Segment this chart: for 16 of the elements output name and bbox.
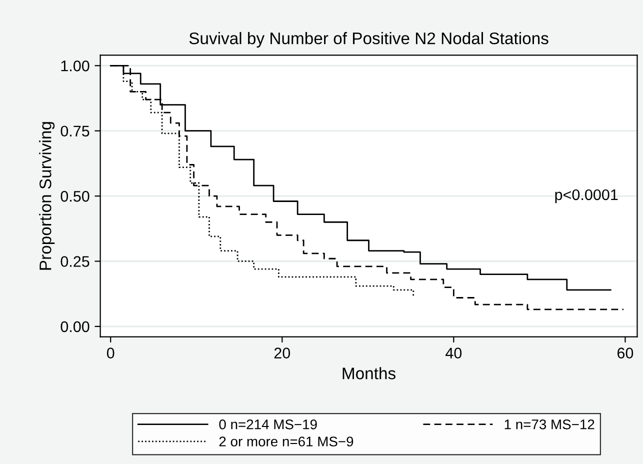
x-tick-label: 40 — [446, 348, 462, 359]
x-tick-label: 20 — [274, 348, 290, 359]
annotation: p<0.0001 — [555, 189, 618, 204]
legend-label: 2 or more n=61 MS−9 — [219, 436, 354, 446]
y-axis-title: Proportion Surviving — [39, 122, 55, 270]
chart-title: Suvival by Number of Positive N2 Nodal Stations — [189, 32, 548, 48]
x-tick-label: 60 — [617, 348, 634, 359]
y-tick-label: 0.75 — [60, 126, 90, 137]
legend-label: 1 n=73 MS−12 — [504, 419, 594, 430]
x-tick-label: 0 — [106, 348, 114, 359]
y-tick-label: 0.50 — [60, 190, 90, 202]
y-tick-label: 0.25 — [60, 256, 90, 267]
y-tick-label: 1.00 — [61, 60, 90, 72]
legend-label: 0 n=214 MS−19 — [219, 419, 317, 430]
x-axis-title: Months — [342, 367, 396, 380]
y-tick-label: 0.00 — [60, 321, 90, 332]
